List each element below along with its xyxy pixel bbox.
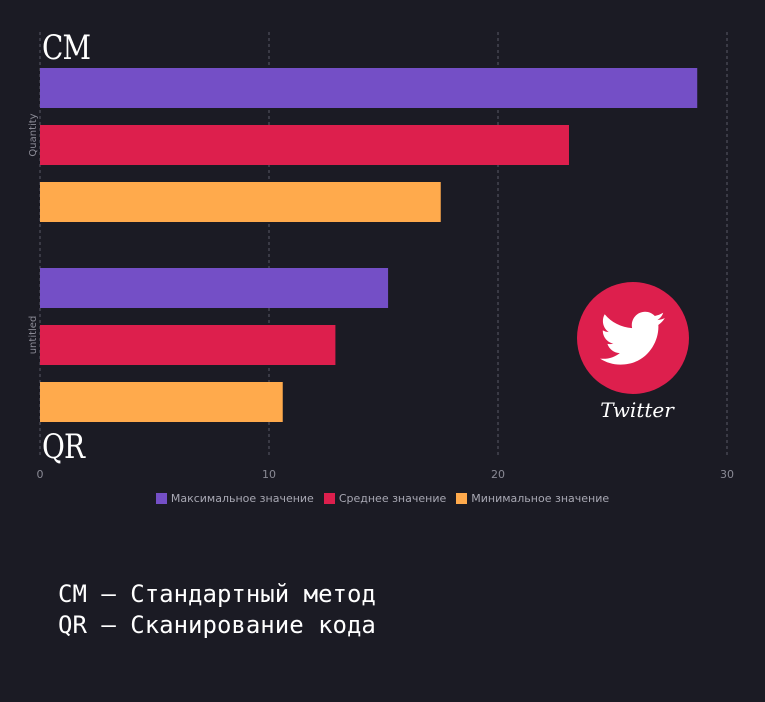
category-label-0: Quantity [28, 113, 39, 156]
x-tick-label-1: 10 [262, 468, 276, 481]
group-label-qr: QR [42, 427, 85, 467]
category-label-1: untitled [28, 316, 39, 355]
bar-1-0 [40, 268, 389, 308]
bar-1-1 [40, 325, 336, 365]
legend-note-cm: СМ — Стандартный метод [58, 580, 376, 608]
x-tick-label-0: 0 [37, 468, 44, 481]
twitter-label: Twitter [600, 398, 674, 422]
group-label-cm: СМ [42, 28, 91, 68]
chart-legend: Максимальное значение Среднее значение М… [0, 492, 765, 505]
legend-swatch-avg [323, 493, 335, 504]
twitter-bird-icon [577, 282, 689, 394]
bar-0-2 [40, 182, 441, 222]
legend-label-max: Максимальное значение [170, 492, 314, 505]
legend-label-min: Минимальное значение [471, 492, 610, 505]
legend-swatch-min [456, 493, 468, 504]
x-tick-label-2: 20 [491, 468, 505, 481]
legend-item-avg: Среднее значение [323, 492, 447, 505]
legend-item-min: Минимальное значение [456, 492, 609, 505]
bar-0-1 [40, 125, 569, 165]
legend-item-max: Максимальное значение [155, 492, 314, 505]
bar-0-0 [40, 68, 698, 108]
bar-1-2 [40, 382, 283, 422]
legend-swatch-max [155, 493, 167, 504]
legend-label-avg: Среднее значение [338, 492, 447, 505]
x-tick-label-3: 30 [720, 468, 734, 481]
twitter-badge [577, 282, 689, 394]
legend-note-qr: QR — Сканирование кода [58, 611, 376, 639]
